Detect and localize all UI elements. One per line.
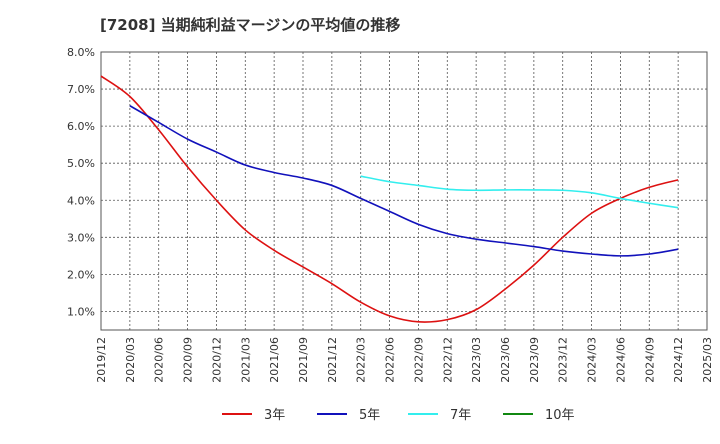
- x-tick-label: 2021/09: [297, 337, 310, 383]
- x-tick-label: 2020/12: [210, 337, 223, 383]
- y-axis: 1.0% 2.0% 3.0% 4.0% 5.0% 6.0% 7.0% 8.0%: [67, 46, 95, 318]
- series-line-3: [360, 175, 679, 209]
- x-axis: 2019/12 2020/03 2020/06 2020/09 2020/12 2021/…: [95, 337, 714, 383]
- x-tick-label: 2024/09: [643, 337, 656, 383]
- chart-title: [7208] 当期純利益マージンの平均値の推移: [100, 16, 401, 34]
- x-tick-label: 2021/06: [268, 337, 281, 383]
- y-tick-label: 6.0%: [67, 120, 95, 133]
- x-tick-label: 2020/03: [124, 337, 137, 383]
- y-tick-label: 4.0%: [67, 194, 95, 207]
- series-line-2: [129, 105, 679, 257]
- legend-label-3: 7年: [450, 408, 471, 423]
- series-line-1: [100, 75, 679, 323]
- x-tick-label: 2023/06: [499, 337, 512, 383]
- x-tick-label: 2022/09: [412, 337, 425, 383]
- y-tick-label: 3.0%: [67, 231, 95, 244]
- legend: 3年 5年 7年 10年: [222, 408, 575, 423]
- grid-layer: [101, 52, 707, 330]
- x-tick-label: 2023/03: [470, 337, 483, 383]
- x-tick-label: 2023/09: [528, 337, 541, 383]
- y-tick-label: 1.0%: [67, 305, 95, 318]
- x-tick-label: 2022/12: [441, 337, 454, 383]
- x-tick-label: 2024/06: [614, 337, 627, 383]
- x-tick-label: 2025/03: [701, 337, 714, 383]
- x-tick-label: 2022/06: [384, 337, 397, 383]
- x-tick-label: 2024/03: [586, 337, 599, 383]
- x-tick-label: 2021/03: [239, 337, 252, 383]
- y-tick-label: 8.0%: [67, 46, 95, 59]
- x-tick-label: 2023/12: [557, 337, 570, 383]
- x-tick-label: 2020/06: [153, 337, 166, 383]
- x-tick-label: 2020/09: [182, 337, 195, 383]
- y-tick-label: 5.0%: [67, 157, 95, 170]
- x-tick-label: 2024/12: [672, 337, 685, 383]
- plot-area: [100, 51, 708, 331]
- series-layer: [100, 75, 679, 323]
- x-tick-label: 2021/12: [326, 337, 339, 383]
- y-tick-label: 2.0%: [67, 268, 95, 281]
- x-tick-label: 2022/03: [355, 337, 368, 383]
- legend-label-4: 10年: [545, 408, 575, 423]
- legend-label-1: 3年: [264, 408, 285, 423]
- legend-label-2: 5年: [359, 408, 380, 423]
- y-tick-label: 7.0%: [67, 83, 95, 96]
- x-tick-label: 2019/12: [95, 337, 108, 383]
